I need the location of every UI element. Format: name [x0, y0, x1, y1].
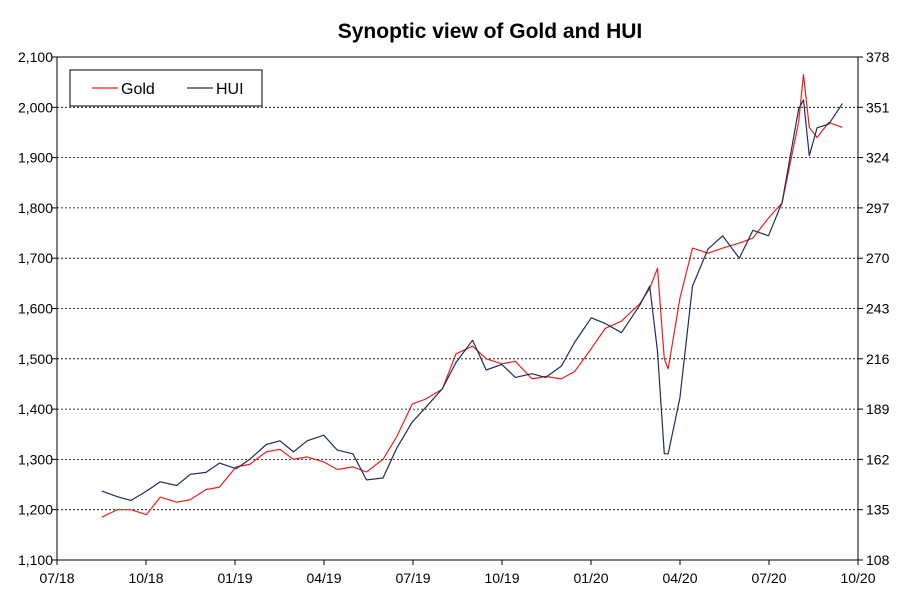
x-tick-label: 07/18: [39, 570, 74, 586]
y-left-tick-label: 1,600: [18, 301, 53, 317]
x-tick-label: 04/19: [306, 570, 341, 586]
y-left-tick-label: 1,800: [18, 200, 53, 216]
y-right-tick-label: 324: [866, 150, 890, 166]
y-right-tick-label: 189: [866, 401, 890, 417]
y-left-tick-label: 2,000: [18, 99, 53, 115]
x-tick-label: 01/19: [217, 570, 252, 586]
series-line-gold: [101, 73, 843, 518]
y-left-tick-label: 1,500: [18, 351, 53, 367]
x-tick-label: 01/20: [573, 570, 608, 586]
x-tick-label: 10/19: [484, 570, 519, 586]
legend-label-hui: HUI: [216, 81, 244, 98]
gridlines: [57, 106, 858, 511]
y-left-tick-label: 1,900: [18, 150, 53, 166]
y-axis-right: 108 135 162 189 216 243 270 297 324 351 378: [858, 49, 890, 568]
y-left-tick-label: 1,300: [18, 451, 53, 467]
y-right-tick-label: 135: [866, 502, 890, 518]
series-line-hui: [101, 99, 843, 501]
y-right-tick-label: 270: [866, 250, 890, 266]
y-left-tick-label: 1,400: [18, 401, 53, 417]
x-axis: 07/18 10/18 01/19 04/19 07/19 10/19 01/20 04/20…: [39, 560, 876, 586]
x-tick-label: 10/20: [840, 570, 875, 586]
y-right-tick-label: 162: [866, 451, 890, 467]
x-tick-label: 10/18: [128, 570, 163, 586]
y-left-tick-label: 1,700: [18, 250, 53, 266]
y-right-tick-label: 351: [866, 99, 890, 115]
y-right-tick-label: 216: [866, 351, 890, 367]
x-tick-label: 07/19: [395, 570, 430, 586]
y-axis-left: 1,100 1,200 1,300 1,400 1,500 1,600 1,700 1,800…: [18, 49, 57, 568]
x-tick-label: 04/20: [662, 570, 697, 586]
y-right-tick-label: 297: [866, 200, 890, 216]
y-left-tick-label: 1,100: [18, 552, 53, 568]
y-right-tick-label: 243: [866, 301, 890, 317]
x-tick-label: 07/20: [751, 570, 786, 586]
series-layer: [101, 73, 843, 518]
y-left-tick-label: 1,200: [18, 502, 53, 518]
legend: Gold HUI: [69, 69, 263, 107]
y-right-tick-label: 378: [866, 49, 890, 65]
chart-title: Synoptic view of Gold and HUI: [338, 20, 643, 43]
y-left-tick-label: 2,100: [18, 49, 53, 65]
y-right-tick-label: 108: [866, 552, 890, 568]
legend-label-gold: Gold: [121, 81, 155, 98]
